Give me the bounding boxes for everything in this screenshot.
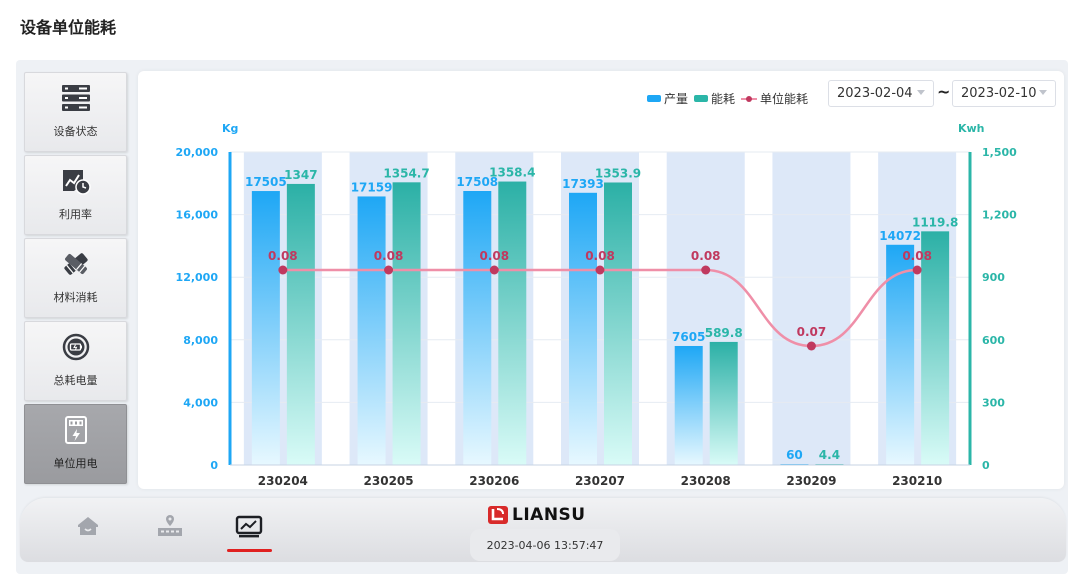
monitor-chart-icon[interactable] xyxy=(235,515,263,539)
sidebar-item-label: 材料消耗 xyxy=(53,291,98,304)
sidebar-item-label: 总耗电量 xyxy=(53,374,98,387)
start-date-value: 2023-02-04 xyxy=(837,86,913,101)
factory-location-icon[interactable] xyxy=(156,513,184,539)
brand-name: LIANSU xyxy=(512,505,586,525)
legend-swatch xyxy=(647,95,661,102)
server-rack-icon xyxy=(61,83,91,113)
sidebar-item-device-status[interactable]: 设备状态 xyxy=(24,72,127,152)
chart-legend: 产量 能耗 单位能耗 xyxy=(647,90,814,107)
liansu-logo-icon xyxy=(488,506,508,524)
page-title: 设备单位能耗 xyxy=(20,18,117,37)
legend-line-swatch xyxy=(741,95,758,102)
timestamp: 2023-04-06 13:57:47 xyxy=(470,529,620,561)
date-separator: ~ xyxy=(937,82,951,101)
chart-panel xyxy=(138,71,1064,489)
chevron-down-icon xyxy=(1039,90,1047,95)
legend-swatch xyxy=(694,95,709,102)
end-date-picker[interactable]: 2023-02-10 xyxy=(952,80,1056,107)
sidebar-item-unit-power[interactable]: 单位用电 xyxy=(24,404,127,484)
sidebar-item-label: 单位用电 xyxy=(53,457,98,470)
sidebar-item-total-power[interactable]: 总耗电量 xyxy=(24,321,127,401)
active-tab-indicator xyxy=(227,549,272,552)
sidebar-item-utilization[interactable]: 利用率 xyxy=(24,155,127,235)
brand-logo: LIANSU xyxy=(488,505,586,525)
start-date-picker[interactable]: 2023-02-04 xyxy=(828,80,934,107)
legend-item-output[interactable]: 产量 xyxy=(647,90,688,107)
chevron-down-icon xyxy=(917,90,925,95)
material-cross-icon xyxy=(61,249,91,279)
sidebar-item-material[interactable]: 材料消耗 xyxy=(24,238,127,318)
home-icon[interactable] xyxy=(76,515,100,537)
chart-clock-icon xyxy=(61,166,91,196)
sidebar-item-label: 设备状态 xyxy=(53,125,98,138)
legend-item-unit[interactable]: 单位能耗 xyxy=(741,90,808,107)
legend-label: 能耗 xyxy=(711,92,736,106)
legend-label: 单位能耗 xyxy=(760,92,809,106)
sidebar-item-label: 利用率 xyxy=(59,208,92,221)
legend-item-energy[interactable]: 能耗 xyxy=(694,90,735,107)
electric-meter-icon xyxy=(61,415,91,445)
legend-label: 产量 xyxy=(664,92,689,106)
end-date-value: 2023-02-10 xyxy=(961,86,1037,101)
battery-circle-icon xyxy=(61,332,91,362)
